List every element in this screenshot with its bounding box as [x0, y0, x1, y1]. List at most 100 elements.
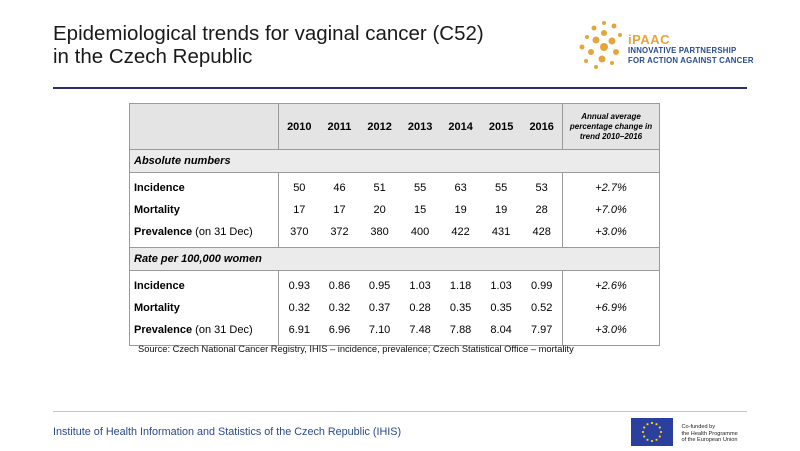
table-row: Prevalence (on 31 Dec) 370 372 380 400 4… [129, 221, 660, 248]
section-row-absolute: Absolute numbers [129, 149, 660, 173]
table-cell: 7.48 [399, 319, 441, 346]
table-cell: 372 [319, 221, 360, 248]
ipaac-logo: iPAAC INNOVATIVE PARTNERSHIP FOR ACTION … [574, 17, 754, 72]
trend-cell: +2.6% [562, 270, 660, 297]
source-note: Source: Czech National Cancer Registry, … [138, 344, 574, 354]
trend-cell: +6.9% [562, 297, 660, 319]
eu-star [646, 423, 649, 426]
table-cell: 55 [399, 172, 441, 199]
table-cell: 20 [373, 204, 386, 216]
table-cell: 63 [440, 172, 481, 199]
section-label: Absolute numbers [129, 149, 660, 173]
table-cell: 28 [521, 199, 564, 221]
table-row: Incidence 50 46 51 55 63 55 53 +2.7% [129, 172, 660, 199]
table-cell: 55 [480, 172, 522, 199]
eu-flag-icon [631, 418, 673, 446]
table-row: Prevalence (on 31 Dec) 6.91 6.96 7.10 7.… [129, 319, 660, 346]
table-cell: 0.35 [490, 302, 512, 314]
eu-text-line: Co-funded by [681, 424, 716, 430]
title-line-2: in the Czech Republic [53, 45, 253, 68]
table-cell: 51 [359, 172, 400, 199]
row-label: Mortality [129, 297, 279, 319]
eu-star [655, 438, 658, 441]
table-cell: 0.52 [521, 297, 564, 319]
logo-name: iPAAC [628, 32, 670, 47]
epidemiology-table: 2010 2011 2012 2013 2014 2015 2016 Annua… [129, 103, 660, 346]
annual-change-header: Annual average percentage change in tren… [562, 103, 660, 150]
table-row: Mortality 17 17 20 15 19 19 28 +7.0% [129, 199, 660, 221]
table-cell: 19 [454, 204, 467, 216]
trend-cell: +7.0% [562, 199, 660, 221]
trend-cell: +3.0% [562, 221, 660, 248]
header-corner-cell [129, 103, 279, 150]
table-cell: 1.03 [480, 270, 522, 297]
row-label: Prevalence (on 31 Dec) [129, 221, 279, 248]
eu-cofunding-badge: Co-funded by the Health Programme of the… [631, 418, 738, 446]
eu-star [643, 426, 646, 429]
title-line-1: Epidemiological trends for vaginal cance… [53, 22, 484, 45]
year-header: 2014 [440, 103, 481, 150]
table-cell: 8.04 [480, 319, 522, 346]
table-cell: 431 [480, 221, 522, 248]
year-header: 2010 [277, 103, 320, 150]
table-cell: 0.35 [449, 302, 472, 314]
row-label: Mortality [129, 199, 279, 221]
table-cell: 19 [494, 204, 508, 216]
table-cell: 0.99 [521, 270, 564, 297]
table-cell: 7.88 [440, 319, 481, 346]
table-cell: 400 [399, 221, 441, 248]
eu-text-line: of the European Union [681, 437, 738, 444]
table-cell: 17 [333, 204, 346, 216]
table-cell: 422 [440, 221, 481, 248]
ipaac-dots-icon [579, 21, 622, 69]
footer-institution: Institute of Health Information and Stat… [53, 426, 402, 438]
eu-star [643, 435, 646, 438]
table-cell: 0.37 [368, 302, 391, 314]
row-label: Prevalence (on 31 Dec) [129, 319, 279, 346]
eu-cofunding-text: Co-funded by the Health Programme of the… [681, 424, 737, 444]
row-label: Incidence [129, 172, 279, 199]
eu-star [658, 426, 661, 429]
table-row: Incidence 0.93 0.86 0.95 1.03 1.18 1.03 … [129, 270, 660, 297]
eu-star [650, 421, 654, 425]
footer-divider [53, 411, 747, 412]
eu-star [658, 435, 661, 438]
page-title: Epidemiological trends for vaginal cance… [53, 22, 484, 68]
eu-stars-icon [641, 421, 663, 443]
eu-star [655, 423, 658, 426]
table-cell: 370 [277, 221, 320, 248]
eu-star [641, 430, 645, 434]
table-cell: 1.03 [399, 270, 441, 297]
year-header: 2012 [359, 103, 400, 150]
table-header-row: 2010 2011 2012 2013 2014 2015 2016 Annua… [129, 103, 660, 150]
eu-star [646, 438, 649, 441]
table-cell: 6.96 [319, 319, 360, 346]
year-header: 2013 [399, 103, 441, 150]
table-cell: 50 [277, 172, 320, 199]
table-cell: 380 [359, 221, 400, 248]
row-label: Incidence [129, 270, 279, 297]
year-header: 2011 [319, 103, 360, 150]
table-cell: 6.91 [277, 319, 320, 346]
table-cell: 0.86 [319, 270, 360, 297]
table-cell: 0.95 [359, 270, 400, 297]
table-cell: 1.18 [440, 270, 481, 297]
table-cell: 15 [413, 204, 427, 216]
table-row: Mortality 0.32 0.32 0.37 0.28 0.35 0.35 … [129, 297, 660, 319]
table-cell: 7.97 [521, 319, 564, 346]
trend-cell: +3.0% [562, 319, 660, 346]
table-cell: 7.10 [359, 319, 400, 346]
eu-star [659, 430, 663, 434]
table-cell: 53 [521, 172, 564, 199]
table-cell: 0.32 [277, 297, 320, 319]
table-cell: 428 [521, 221, 564, 248]
eu-star [650, 439, 654, 443]
eu-text-line: the Health Programme [681, 430, 738, 437]
logo-subtitle-1: INNOVATIVE PARTNERSHIP [628, 46, 737, 55]
table-cell: 0.32 [328, 302, 351, 314]
table-cell: 17 [277, 199, 320, 221]
title-divider [53, 87, 747, 89]
table-cell: 46 [319, 172, 360, 199]
table-cell: 0.93 [277, 270, 320, 297]
section-row-rate: Rate per 100,000 women [129, 247, 660, 271]
